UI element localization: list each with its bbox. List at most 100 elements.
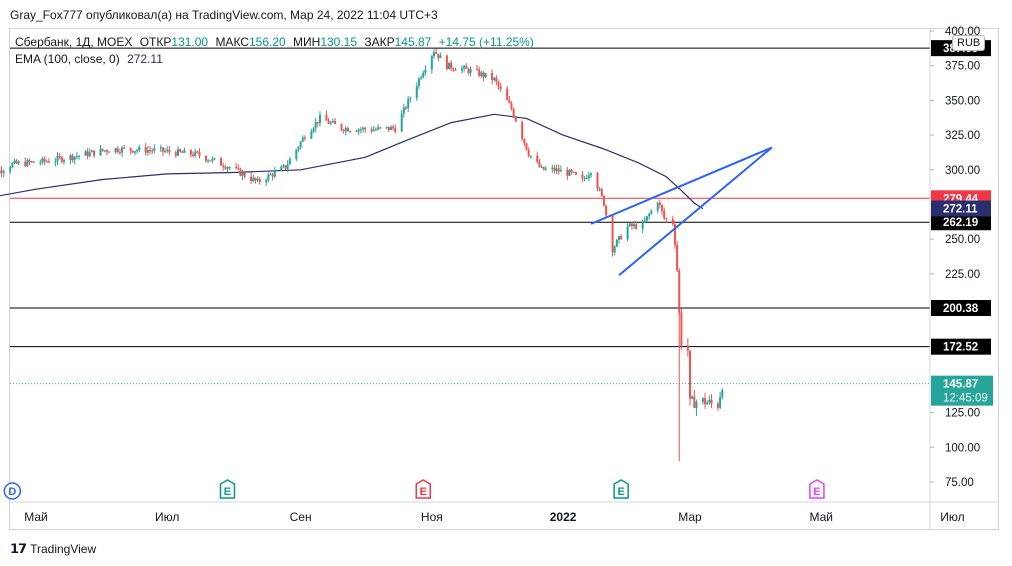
ema-polyline xyxy=(0,113,704,210)
candle-body xyxy=(136,150,139,152)
close-value: 145.87 xyxy=(394,35,432,49)
candle-body xyxy=(585,178,588,180)
tradingview-logo-icon: 𝟭𝟳 xyxy=(10,541,27,556)
candle-body xyxy=(273,171,276,177)
candle-body xyxy=(691,396,694,399)
candle-body xyxy=(192,154,195,156)
candle-body xyxy=(432,52,435,57)
candle-body xyxy=(9,167,12,172)
y-tick-label: 225.00 xyxy=(945,269,980,281)
candle-body xyxy=(334,121,337,124)
candle-body xyxy=(267,174,270,181)
high-value: 156.20 xyxy=(248,35,286,49)
candle-body xyxy=(676,244,679,271)
low-value: 130.15 xyxy=(320,35,358,49)
level-badge-bg xyxy=(931,338,991,355)
candle-body xyxy=(402,107,405,114)
candle-body xyxy=(129,147,132,151)
candle-body xyxy=(422,72,425,78)
candle-body xyxy=(701,398,704,402)
candle-body xyxy=(235,167,238,169)
candle-body xyxy=(88,152,91,157)
ema-line xyxy=(0,113,704,210)
candle-body xyxy=(536,155,539,162)
candle-body xyxy=(24,161,27,167)
event-purple-icon[interactable]: E xyxy=(809,479,825,499)
candle-body xyxy=(626,226,629,240)
candle-body xyxy=(448,62,451,70)
candle-body xyxy=(568,169,571,176)
candle-body xyxy=(151,150,154,152)
event-earnings-icon[interactable]: E xyxy=(613,479,629,499)
x-tick-label: Июл xyxy=(155,510,179,524)
candle-body xyxy=(394,128,397,132)
brand-label: TradingView xyxy=(30,542,97,556)
candle-body xyxy=(286,164,289,169)
candle-body xyxy=(54,161,57,163)
candle-body xyxy=(648,214,651,217)
candle-body xyxy=(407,99,410,109)
candle-body xyxy=(189,149,192,155)
candle-body xyxy=(454,69,457,71)
ema-value: 272.11 xyxy=(127,52,163,66)
candle-body xyxy=(237,167,240,169)
candle-body xyxy=(75,156,78,158)
candle-body xyxy=(209,160,212,162)
candle-body xyxy=(256,178,259,181)
candle-body xyxy=(179,149,182,152)
y-tick-label: 300.00 xyxy=(945,165,980,177)
close-label: ЗАКР xyxy=(364,35,395,49)
candle-body xyxy=(587,175,590,179)
candle-body xyxy=(344,128,347,132)
candle-body xyxy=(574,172,577,175)
open-value: 131.00 xyxy=(171,35,209,49)
candle-body xyxy=(45,161,48,163)
candle-body xyxy=(103,150,106,152)
change-value: +14.75 (+11.25%) xyxy=(438,35,534,49)
candle-body xyxy=(581,174,584,179)
ema-badge-bg xyxy=(931,200,991,217)
candle-body xyxy=(695,401,698,408)
last-price-badge-bg xyxy=(931,375,993,406)
ema-label[interactable]: EMA (100, close, 0) xyxy=(15,52,120,66)
candle-body xyxy=(379,127,382,129)
legend-ohlc: Сбербанк, 1Д, MOEX ОТКР131.00 МАКС156.20… xyxy=(15,35,538,49)
candle-body xyxy=(295,149,298,160)
currency-button[interactable]: RUB xyxy=(952,35,986,51)
candle-body xyxy=(409,98,412,100)
candle-body xyxy=(250,176,253,182)
candle-body xyxy=(529,155,532,157)
candle-body xyxy=(310,131,313,139)
candle-body xyxy=(463,66,466,69)
candle-body xyxy=(663,210,666,219)
candle-body xyxy=(118,151,121,153)
candle-body xyxy=(590,173,593,176)
candle-body xyxy=(671,218,674,224)
candle-body xyxy=(176,149,179,156)
candle-body xyxy=(527,149,530,156)
trendline xyxy=(590,146,773,225)
candle-body xyxy=(673,223,676,245)
level-badge-bg xyxy=(931,214,991,231)
candle-body xyxy=(123,147,126,149)
candle-body xyxy=(680,312,683,347)
candle-body xyxy=(198,152,201,156)
footer-brand[interactable]: 𝟭𝟳 TradingView xyxy=(10,541,96,557)
legend-ema: EMA (100, close, 0) 272.11 xyxy=(15,52,167,66)
candle-body xyxy=(168,149,171,153)
candle-body xyxy=(559,169,562,172)
event-red-icon[interactable]: E xyxy=(415,479,431,499)
candle-body xyxy=(329,122,332,124)
symbol-label[interactable]: Сбербанк, 1Д, MOEX xyxy=(15,35,133,49)
chart-frame xyxy=(9,28,999,530)
candle-body xyxy=(630,223,633,227)
event-earnings-icon[interactable]: E xyxy=(219,479,236,499)
candle-body xyxy=(86,151,89,157)
event-dividend-icon[interactable]: D xyxy=(3,482,22,500)
candle-body xyxy=(686,346,689,351)
low-label: МИН xyxy=(293,35,321,49)
candle-body xyxy=(389,126,392,131)
candle-body xyxy=(56,155,59,162)
candle-body xyxy=(645,216,648,221)
